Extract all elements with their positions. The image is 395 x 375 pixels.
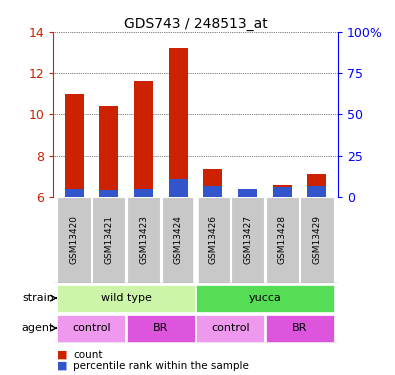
Bar	[265, 315, 333, 342]
Bar	[203, 186, 222, 197]
Text: GSM13428: GSM13428	[278, 216, 287, 264]
Bar	[307, 186, 326, 197]
Bar	[196, 315, 264, 342]
Bar	[58, 285, 195, 312]
Text: GSM13426: GSM13426	[209, 216, 217, 264]
Bar	[58, 315, 126, 342]
Bar	[169, 179, 188, 197]
Bar	[92, 197, 126, 283]
Text: ■: ■	[57, 361, 68, 370]
Text: ■: ■	[57, 350, 68, 360]
Text: GSM13421: GSM13421	[104, 216, 113, 264]
Text: control: control	[72, 322, 111, 333]
Text: BR: BR	[292, 322, 307, 333]
Bar	[196, 285, 333, 312]
Bar	[238, 189, 257, 197]
Text: control: control	[211, 322, 250, 333]
Text: agent: agent	[22, 323, 54, 333]
Title: GDS743 / 248513_at: GDS743 / 248513_at	[124, 17, 267, 31]
Bar	[273, 187, 292, 197]
Text: GSM13420: GSM13420	[70, 216, 79, 264]
Text: GSM13427: GSM13427	[243, 216, 252, 264]
Bar	[65, 94, 84, 197]
Text: GSM13423: GSM13423	[139, 216, 148, 264]
Text: GSM13424: GSM13424	[174, 216, 182, 264]
Text: strain: strain	[22, 293, 54, 303]
Text: yucca: yucca	[248, 292, 281, 303]
Bar	[99, 190, 118, 197]
Bar	[238, 190, 257, 197]
Bar	[307, 174, 326, 197]
Bar	[127, 197, 160, 283]
Bar	[265, 197, 299, 283]
Bar	[134, 81, 153, 197]
Text: GSM13429: GSM13429	[312, 216, 322, 264]
Text: BR: BR	[153, 322, 169, 333]
Bar	[65, 189, 84, 197]
Bar	[169, 48, 188, 197]
Text: wild type: wild type	[101, 292, 152, 303]
Bar	[196, 197, 229, 283]
Bar	[134, 189, 153, 197]
Bar	[231, 197, 264, 283]
Bar	[58, 197, 91, 283]
Text: percentile rank within the sample: percentile rank within the sample	[73, 361, 249, 370]
Bar	[300, 197, 333, 283]
Bar	[162, 197, 195, 283]
Bar	[203, 169, 222, 197]
Bar	[99, 106, 118, 197]
Text: count: count	[73, 350, 103, 360]
Bar	[127, 315, 195, 342]
Bar	[273, 184, 292, 197]
